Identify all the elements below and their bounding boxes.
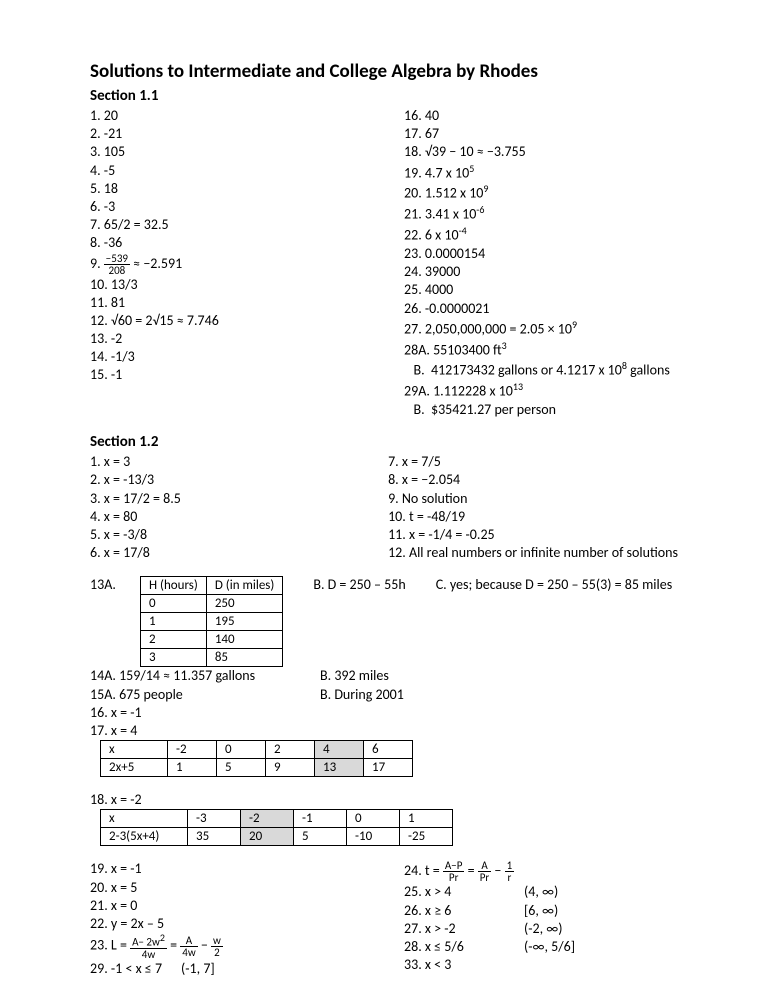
answer: 19. 4.7 x 105 [404, 162, 678, 183]
q15b: B. During 2001 [320, 686, 404, 704]
answer: 19. x = -1 [90, 860, 364, 878]
answer: 12. All real numbers or infinite number … [388, 544, 678, 562]
answer: 2. -21 [90, 125, 364, 143]
section-1-1-left: 1. 20 2. -21 3. 105 4. -5 5. 18 6. -3 7.… [90, 107, 364, 419]
section-1-1-heading: Section 1.1 [90, 87, 678, 105]
answer: 1. 20 [90, 107, 364, 125]
answer: 22. 6 x 10-4 [404, 224, 678, 245]
fraction: A−PPr [443, 860, 465, 883]
page-title: Solutions to Intermediate and College Al… [90, 60, 678, 83]
text: ≈ −2.591 [130, 254, 182, 271]
section-1-2-heading: Section 1.2 [90, 433, 678, 451]
fraction: w2 [211, 935, 223, 958]
answer: 28. x ≤ 5/6(-∞, 5/6] [404, 938, 678, 956]
q15a: 15A. 675 people [90, 686, 320, 704]
q18-label: 18. x = -2 [90, 791, 678, 809]
q13-label: 13A. [90, 576, 140, 594]
q13: 13A. H (hours)D (in miles) 0250 1195 214… [90, 576, 678, 667]
q13c: C. yes; because D = 250 – 55(3) = 85 mil… [436, 576, 672, 594]
answer: 6. -3 [90, 198, 364, 216]
answer: 29. -1 < x ≤ 7 (-1, 7] [90, 960, 364, 978]
answer: 3. 105 [90, 143, 364, 161]
answer: 3. x = 17/2 = 8.5 [90, 490, 348, 508]
section-1-1-body: 1. 20 2. -21 3. 105 4. -5 5. 18 6. -3 7.… [90, 107, 678, 419]
answer: 33. x < 3 [404, 956, 678, 974]
answer: 17. 67 [404, 125, 678, 143]
answer: 5. x = -3/8 [90, 526, 348, 544]
fraction: A− 2w24w [130, 933, 167, 960]
answer: 21. x = 0 [90, 897, 364, 915]
answer: 25. 4000 [404, 281, 678, 299]
q17-table: x -2 0 2 4 6 2x+5 1 5 9 13 17 [100, 740, 413, 777]
answer: 27. 2,050,000,000 = 2.05 × 109 [404, 318, 678, 339]
q14b: B. 392 miles [320, 667, 389, 685]
answer: 15. -1 [90, 366, 364, 384]
answer: 28A. 55103400 ft3 [404, 339, 678, 360]
q13-table: H (hours)D (in miles) 0250 1195 2140 385 [140, 576, 283, 667]
answer: 20. 1.512 x 109 [404, 182, 678, 203]
q15: 15A. 675 people B. During 2001 [90, 686, 678, 704]
answer: 29A. 1.112228 x 1013 [404, 380, 678, 401]
answer: 11. 81 [90, 294, 364, 312]
answer: 9. −539208 ≈ −2.591 [90, 253, 364, 276]
fraction: APr [478, 860, 492, 883]
answer: 26. -0.0000021 [404, 300, 678, 318]
bottom-right: 24. t = A−PPr = APr − 1r 25. x > 4(4, ∞)… [364, 860, 678, 978]
section-1-2-body: 1. x = 3 2. x = -13/3 3. x = 17/2 = 8.5 … [90, 453, 678, 562]
answer: 10. 13/3 [90, 276, 364, 294]
answer: 11. x = -1/4 = -0.25 [388, 526, 678, 544]
answer: 21. 3.41 x 10-6 [404, 203, 678, 224]
answer: 8. -36 [90, 234, 364, 252]
answer: 27. x > -2(-2, ∞) [404, 920, 678, 938]
answer: 14. -1/3 [90, 348, 364, 366]
answer: 5. 18 [90, 180, 364, 198]
fraction: −539208 [104, 253, 130, 276]
section-1-2-right: 7. x = 7/5 8. x = −2.054 9. No solution … [348, 453, 678, 562]
q16: 16. x = -1 [90, 704, 678, 722]
fraction: A4w [180, 935, 197, 958]
answer: 4. x = 80 [90, 508, 348, 526]
fraction: 1r [505, 860, 515, 883]
answer: 23. 0.0000154 [404, 245, 678, 263]
q14a: 14A. 159/14 ≈ 11.357 gallons [90, 667, 320, 685]
bottom: 19. x = -1 20. x = 5 21. x = 0 22. y = 2… [90, 860, 678, 978]
answer: 13. -2 [90, 330, 364, 348]
answer: 24. 39000 [404, 263, 678, 281]
answer: 18. √39 − 10 ≈ −3.755 [404, 143, 678, 161]
answer: 2. x = -13/3 [90, 471, 348, 489]
q14: 14A. 159/14 ≈ 11.357 gallons B. 392 mile… [90, 667, 678, 685]
answer: 26. x ≥ 6[6, ∞) [404, 902, 678, 920]
q17-label: 17. x = 4 [90, 722, 678, 740]
q18-table: x -3 -2 -1 0 1 2-3(5x+4) 35 20 5 -10 -25 [100, 809, 453, 846]
q13b: B. D = 250 – 55h [313, 576, 405, 594]
answer: 8. x = −2.054 [388, 471, 678, 489]
answer: 16. 40 [404, 107, 678, 125]
section-1-1-right: 16. 40 17. 67 18. √39 − 10 ≈ −3.755 19. … [364, 107, 678, 419]
answer: B. 412173432 gallons or 4.1217 x 108 gal… [404, 359, 678, 380]
answer: B. $35421.27 per person [404, 401, 678, 419]
answer: 23. L = A− 2w24w = A4w − w2 [90, 933, 364, 960]
text: 9. [90, 254, 104, 271]
bottom-left: 19. x = -1 20. x = 5 21. x = 0 22. y = 2… [90, 860, 364, 978]
answer: 12. √60 = 2√15 ≈ 7.746 [90, 312, 364, 330]
answer: 22. y = 2x – 5 [90, 915, 364, 933]
answer: 20. x = 5 [90, 879, 364, 897]
section-1-2-left: 1. x = 3 2. x = -13/3 3. x = 17/2 = 8.5 … [90, 453, 348, 562]
answer: 7. x = 7/5 [388, 453, 678, 471]
answer: 10. t = -48/19 [388, 508, 678, 526]
answer: 25. x > 4(4, ∞) [404, 883, 678, 901]
answer: 6. x = 17/8 [90, 544, 348, 562]
answer: 4. -5 [90, 162, 364, 180]
answer: 9. No solution [388, 490, 678, 508]
answer: 7. 65/2 = 32.5 [90, 216, 364, 234]
answer: 1. x = 3 [90, 453, 348, 471]
answer: 24. t = A−PPr = APr − 1r [404, 860, 678, 883]
page: Solutions to Intermediate and College Al… [0, 0, 768, 994]
